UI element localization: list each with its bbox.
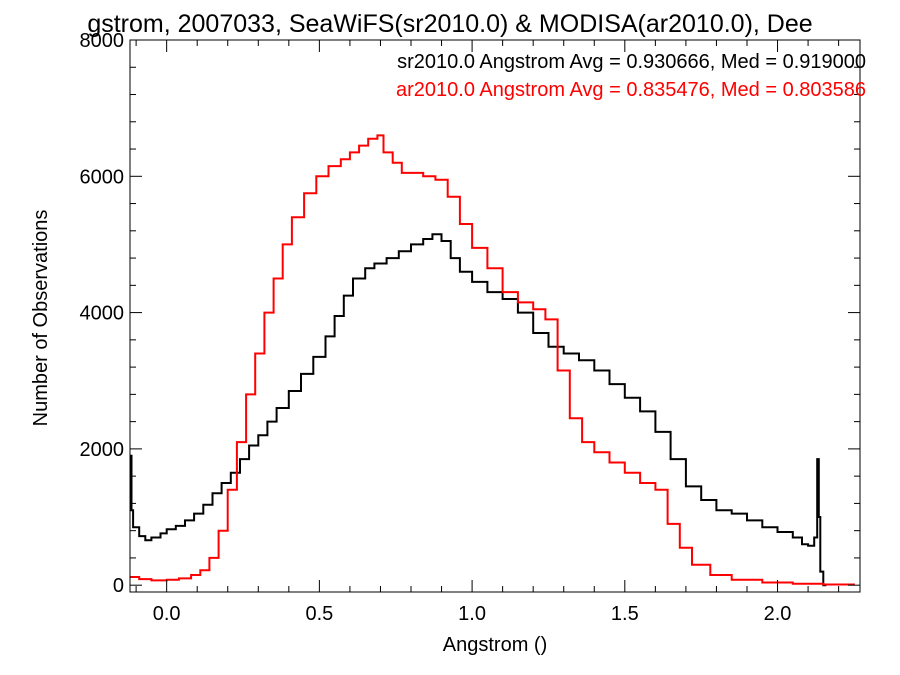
- y-tick-label: 4000: [80, 303, 125, 325]
- axis-ticks: 0.0 0.5 1.0 1.5 2.0 0 2000 4000 6000 8000: [80, 30, 860, 625]
- x-tick-label: 1.5: [611, 603, 639, 625]
- x-tick-label: 1.0: [458, 603, 486, 625]
- y-tick-label: 6000: [80, 166, 125, 188]
- series-layer: [130, 134, 855, 587]
- x-tick-label: 0.5: [305, 603, 333, 625]
- x-tick-label: 2.0: [764, 603, 792, 625]
- series-2-line: [130, 134, 855, 586]
- chart-title: gstrom, 2007033, SeaWiFS(sr2010.0) & MOD…: [87, 10, 812, 38]
- y-tick-label: 2000: [80, 439, 125, 461]
- x-axis-label: Angstrom (): [443, 634, 547, 656]
- plot-frame: [129, 39, 861, 593]
- series-1-line: [130, 233, 827, 587]
- legend-entry-sr2010: sr2010.0 Angstrom Avg = 0.930666, Med = …: [397, 51, 866, 73]
- y-tick-label: 8000: [80, 30, 125, 52]
- x-tick-label: 0.0: [153, 603, 181, 625]
- legend-entry-ar2010: ar2010.0 Angstrom Avg = 0.835476, Med = …: [396, 79, 866, 101]
- y-axis-label: Number of Observations: [30, 210, 52, 427]
- y-tick-label: 0: [113, 575, 124, 597]
